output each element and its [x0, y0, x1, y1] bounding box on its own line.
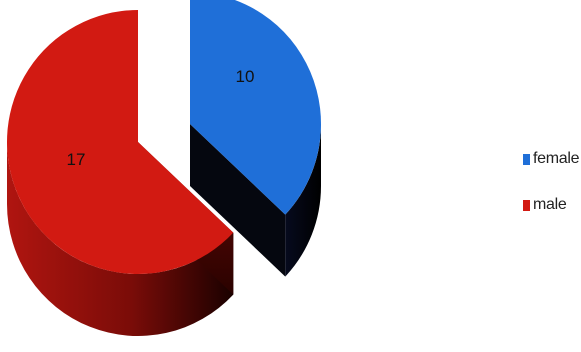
- data-label-female: 10: [236, 67, 255, 86]
- legend-item-male: male: [523, 194, 581, 216]
- pie-slice-male-side: [7, 142, 234, 336]
- pie-slice-male: [6, 10, 234, 275]
- legend-swatch-female: [523, 153, 530, 165]
- legend-label-female: female: [533, 150, 580, 167]
- legend-swatch-male: [523, 199, 530, 211]
- legend-item-female: female: [523, 148, 581, 170]
- pie-slice-female-wall: [190, 124, 286, 277]
- chart-legend: female male: [523, 148, 581, 240]
- legend-label-male: male: [533, 196, 567, 213]
- data-label-male: 17: [67, 150, 86, 169]
- pie-slice-female-side: [285, 124, 321, 277]
- pie-slice-female: [190, 0, 321, 215]
